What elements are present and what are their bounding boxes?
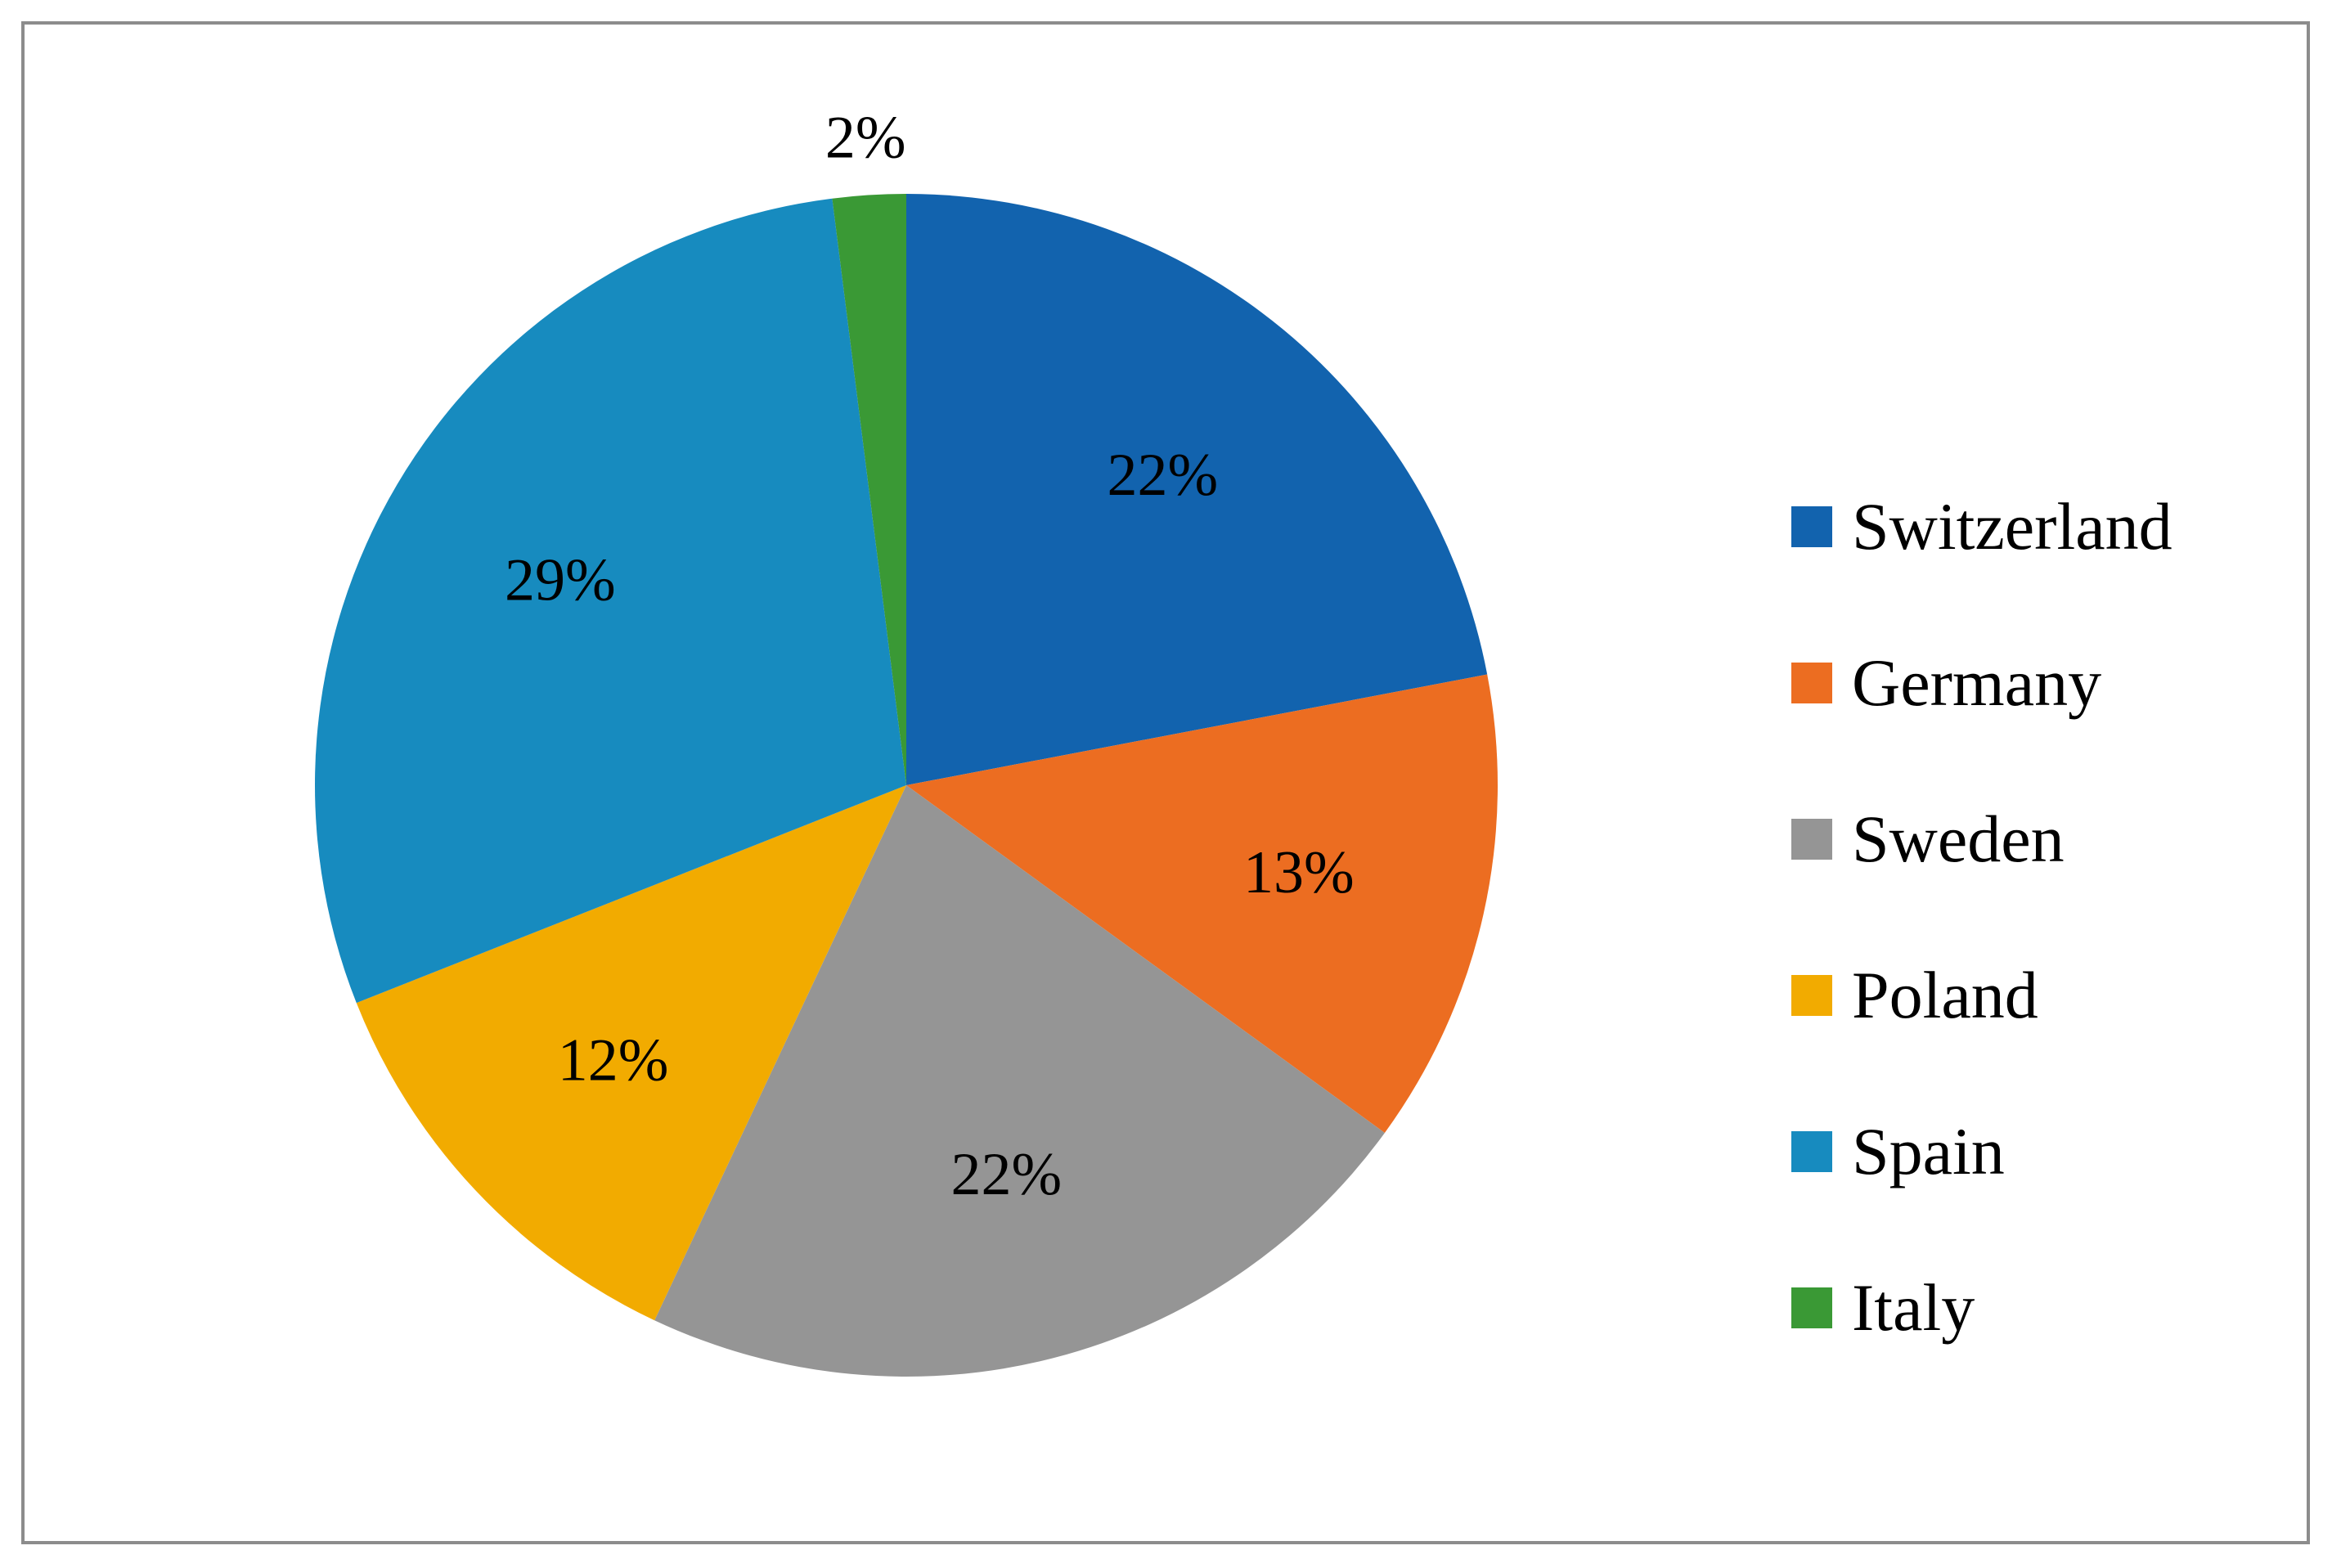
legend-item-switzerland: Switzerland	[1791, 448, 2282, 604]
data-label-sweden: 22%	[950, 1141, 1062, 1208]
legend-label: Sweden	[1852, 801, 2065, 876]
data-label-spain: 29%	[505, 547, 616, 614]
legend-label: Poland	[1852, 957, 2038, 1032]
data-label-poland: 12%	[558, 1027, 669, 1094]
legend-swatch	[1791, 505, 1832, 547]
legend-swatch	[1791, 974, 1832, 1016]
legend-item-spain: Spain	[1791, 1073, 2282, 1229]
legend-swatch	[1791, 662, 1832, 703]
legend-label: Germany	[1852, 645, 2102, 720]
pie-slice-germany	[906, 674, 1499, 1133]
data-label-switzerland: 22%	[1108, 442, 1219, 509]
legend-label: Spain	[1852, 1113, 2005, 1188]
data-label-germany: 13%	[1243, 839, 1355, 906]
legend-swatch	[1791, 818, 1832, 860]
legend-swatch	[1791, 1130, 1832, 1172]
pie-value-labels: 22% 13% 22% 12% 29% 2%	[505, 105, 1355, 1209]
data-label-italy: 2%	[825, 105, 906, 172]
legend-item-italy: Italy	[1791, 1229, 2282, 1386]
legend-label: Italy	[1852, 1269, 1975, 1345]
pie-slice-italy	[832, 194, 906, 785]
legend-label: Switzerland	[1852, 488, 2173, 564]
pie-slice-poland	[356, 785, 906, 1321]
pie-slice-spain	[314, 198, 906, 1004]
pie-slices	[314, 194, 1499, 1377]
legend-swatch	[1791, 1287, 1832, 1328]
pie-slice-sweden	[654, 785, 1385, 1377]
chart-legend: Switzerland Germany Sweden Poland Spain …	[1791, 448, 2282, 1386]
legend-item-germany: Germany	[1791, 604, 2282, 761]
legend-item-poland: Poland	[1791, 917, 2282, 1073]
legend-item-sweden: Sweden	[1791, 761, 2282, 917]
pie-slice-switzerland	[906, 194, 1488, 785]
